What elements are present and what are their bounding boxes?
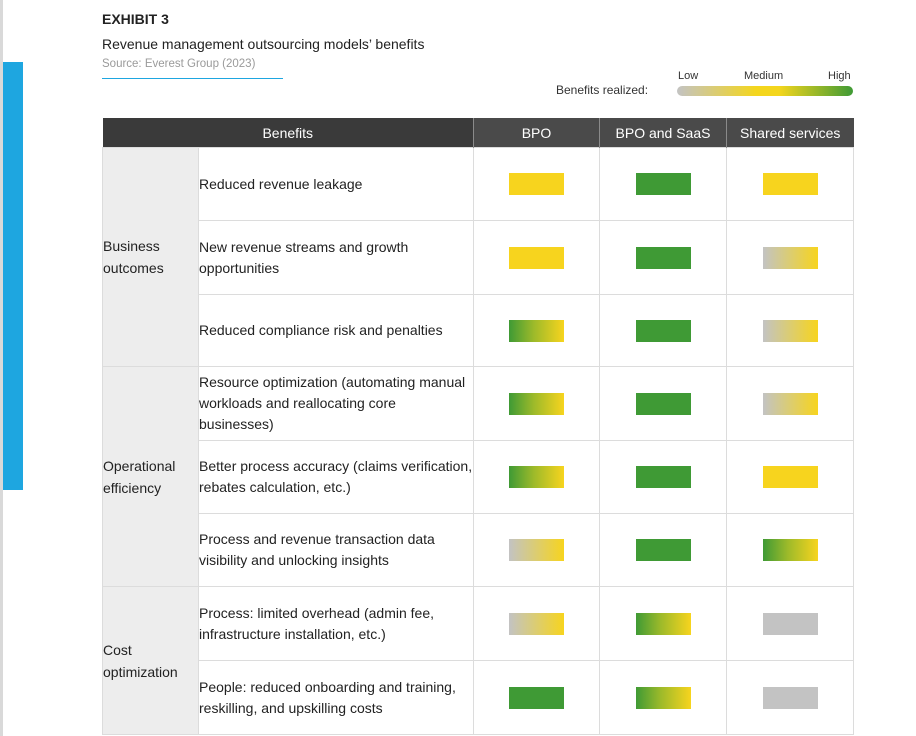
rating-cell-shared-services [726,513,854,587]
rating-cell-shared-services [726,660,854,735]
category-cell: Cost optimization [102,586,199,735]
rating-swatch [635,392,691,415]
table-row: Cost optimization Process: limited overhe… [102,586,854,735]
benefit-cell: Resource optimization (automating manual… [198,366,474,441]
rating-cell-bpo [473,366,600,441]
rating-cell-shared-services [726,220,854,295]
benefit-cell: Reduced revenue leakage [198,147,474,221]
rating-swatch [762,173,818,195]
rating-swatch [635,686,691,709]
rating-swatch [635,173,691,195]
table-body: Business outcomes Reduced revenue leakage… [102,147,854,735]
benefit-cell: People: reduced onboarding and training,… [198,660,474,735]
table-row: People: reduced onboarding and training,… [103,660,854,735]
benefit-cell: Better process accuracy (claims verifica… [198,440,474,514]
rating-cell-shared-services [726,440,854,514]
legend-high-label: High [828,70,851,82]
rating-swatch [762,319,818,342]
rating-cell-bpo-saas [599,147,727,221]
header-benefits: Benefits [102,118,474,148]
benefits-table: Benefits BPO BPO and SaaS Shared service… [102,118,854,735]
rating-swatch [509,612,564,635]
exhibit-label: EXHIBIT 3 [102,11,169,27]
rating-cell-bpo [473,586,600,661]
rating-cell-bpo-saas [599,513,727,587]
rating-swatch [509,539,564,561]
source-note: Source: Everest Group (2023) [102,58,256,70]
rating-swatch [762,392,818,415]
legend-label: Benefits realized: [556,83,649,97]
table-row: Reduced compliance risk and penalties [103,294,854,367]
legend-medium-label: Medium [744,70,784,82]
rating-cell-bpo [473,294,600,367]
legend-low-label: Low [678,70,699,82]
category-cell: Operational efficiency [102,366,199,587]
benefit-cell: Process: limited overhead (admin fee, in… [198,586,474,661]
table-row: Business outcomes Reduced revenue leakage [102,147,854,367]
rating-cell-bpo-saas [599,660,727,735]
rating-cell-bpo-saas [599,440,727,514]
rating-cell-shared-services [726,586,854,661]
rating-swatch [762,539,818,561]
rating-cell-bpo-saas [599,366,727,441]
rating-cell-shared-services [726,147,854,221]
header-bpo-saas: BPO and SaaS [599,118,727,148]
rating-cell-shared-services [726,366,854,441]
rating-swatch [635,539,691,561]
header-bpo: BPO [473,118,600,148]
rating-swatch [509,319,564,342]
rating-swatch [635,612,691,635]
rating-cell-bpo [473,220,600,295]
rating-cell-bpo [473,513,600,587]
page-left-rule [0,0,3,736]
accent-bar [3,62,23,490]
rating-swatch [635,246,691,269]
rating-swatch [509,392,564,415]
table-row: Operational efficiency Resource optimizat… [102,366,854,587]
rating-cell-bpo [473,660,600,735]
rating-swatch [762,246,818,269]
exhibit-title: Revenue management outsourcing models’ b… [102,36,425,52]
rating-swatch [762,686,818,709]
rating-swatch [762,612,818,635]
rating-swatch [509,246,564,269]
table-row: Process and revenue transaction data vis… [103,513,854,587]
source-underline [102,78,283,79]
rating-cell-bpo-saas [599,586,727,661]
rating-swatch [509,173,564,195]
rating-swatch [635,319,691,342]
rating-cell-shared-services [726,294,854,367]
table-row: New revenue streams and growth opportuni… [103,220,854,295]
benefit-cell: New revenue streams and growth opportuni… [198,220,474,295]
legend-gradient-bar [677,86,853,96]
benefit-cell: Process and revenue transaction data vis… [198,513,474,587]
rating-cell-bpo-saas [599,220,727,295]
rating-swatch [509,686,564,709]
rating-swatch [509,466,564,488]
table-row: Better process accuracy (claims verifica… [103,440,854,514]
header-shared-services: Shared services [726,118,854,148]
category-cell: Business outcomes [102,147,199,367]
rating-swatch [762,466,818,488]
rating-cell-bpo-saas [599,294,727,367]
rating-cell-bpo [473,147,600,221]
rating-cell-bpo [473,440,600,514]
rating-swatch [635,466,691,488]
table-header-row: Benefits BPO BPO and SaaS Shared service… [102,118,854,148]
benefit-cell: Reduced compliance risk and penalties [198,294,474,367]
